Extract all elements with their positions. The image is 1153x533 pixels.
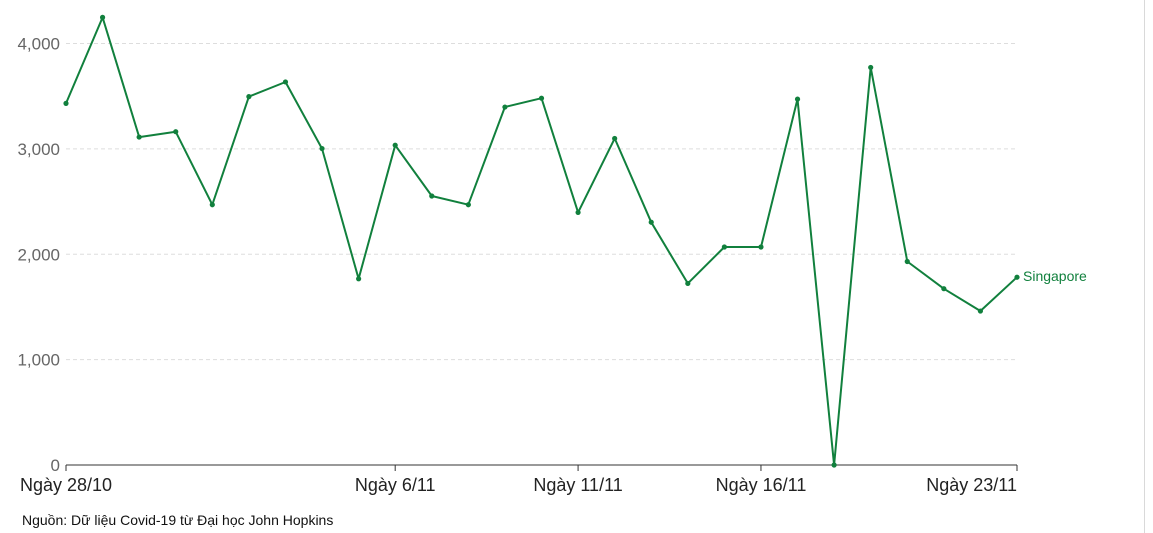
data-point bbox=[282, 79, 289, 85]
y-tick-label: 1,000 bbox=[17, 351, 60, 370]
data-point bbox=[246, 94, 252, 100]
data-point bbox=[941, 286, 947, 292]
series-points bbox=[63, 14, 1020, 468]
data-point bbox=[868, 64, 874, 71]
data-point bbox=[209, 202, 215, 208]
data-point bbox=[977, 308, 984, 314]
data-point bbox=[356, 276, 362, 282]
y-axis-ticks: 0 1,000 2,000 3,000 4,000 bbox=[17, 35, 60, 476]
x-tick-label: Ngày 16/11 bbox=[716, 475, 807, 495]
data-point bbox=[136, 134, 142, 140]
data-point bbox=[429, 193, 435, 199]
x-tick-label: Ngày 6/11 bbox=[355, 475, 436, 495]
y-tick-label: 0 bbox=[51, 456, 60, 475]
x-tick-label: Ngày 11/11 bbox=[533, 475, 622, 495]
data-point bbox=[63, 100, 69, 106]
data-point bbox=[502, 104, 508, 110]
y-tick-label: 2,000 bbox=[17, 245, 60, 264]
y-tick-label: 4,000 bbox=[17, 35, 60, 54]
data-point bbox=[319, 145, 325, 152]
x-tick-label: Ngày 23/11 bbox=[926, 475, 1017, 495]
data-point bbox=[99, 14, 106, 20]
series-line-singapore bbox=[65, 16, 1018, 466]
data-point bbox=[721, 244, 727, 250]
data-point bbox=[538, 95, 545, 101]
data-point bbox=[465, 202, 471, 208]
grid-lines bbox=[66, 43, 1017, 361]
x-axis-ticks: Ngày 28/10 Ngày 6/11 Ngày 11/11 Ngày 16/11 N… bbox=[20, 465, 1018, 495]
data-point bbox=[794, 96, 801, 102]
series-label-singapore: Singapore bbox=[1023, 268, 1087, 284]
data-point bbox=[758, 244, 764, 250]
data-point bbox=[392, 142, 398, 148]
data-point bbox=[173, 129, 179, 135]
x-tick-label: Ngày 28/10 bbox=[20, 475, 112, 495]
data-point bbox=[648, 219, 654, 225]
data-point bbox=[575, 209, 581, 216]
data-point bbox=[612, 135, 618, 142]
data-point bbox=[685, 280, 691, 287]
source-note: Nguồn: Dữ liệu Covid-19 từ Đại học John … bbox=[22, 512, 334, 528]
data-point bbox=[904, 258, 910, 265]
data-point bbox=[1014, 274, 1020, 280]
data-point bbox=[831, 462, 837, 468]
panel-divider bbox=[1144, 0, 1145, 533]
y-tick-label: 3,000 bbox=[17, 140, 60, 159]
